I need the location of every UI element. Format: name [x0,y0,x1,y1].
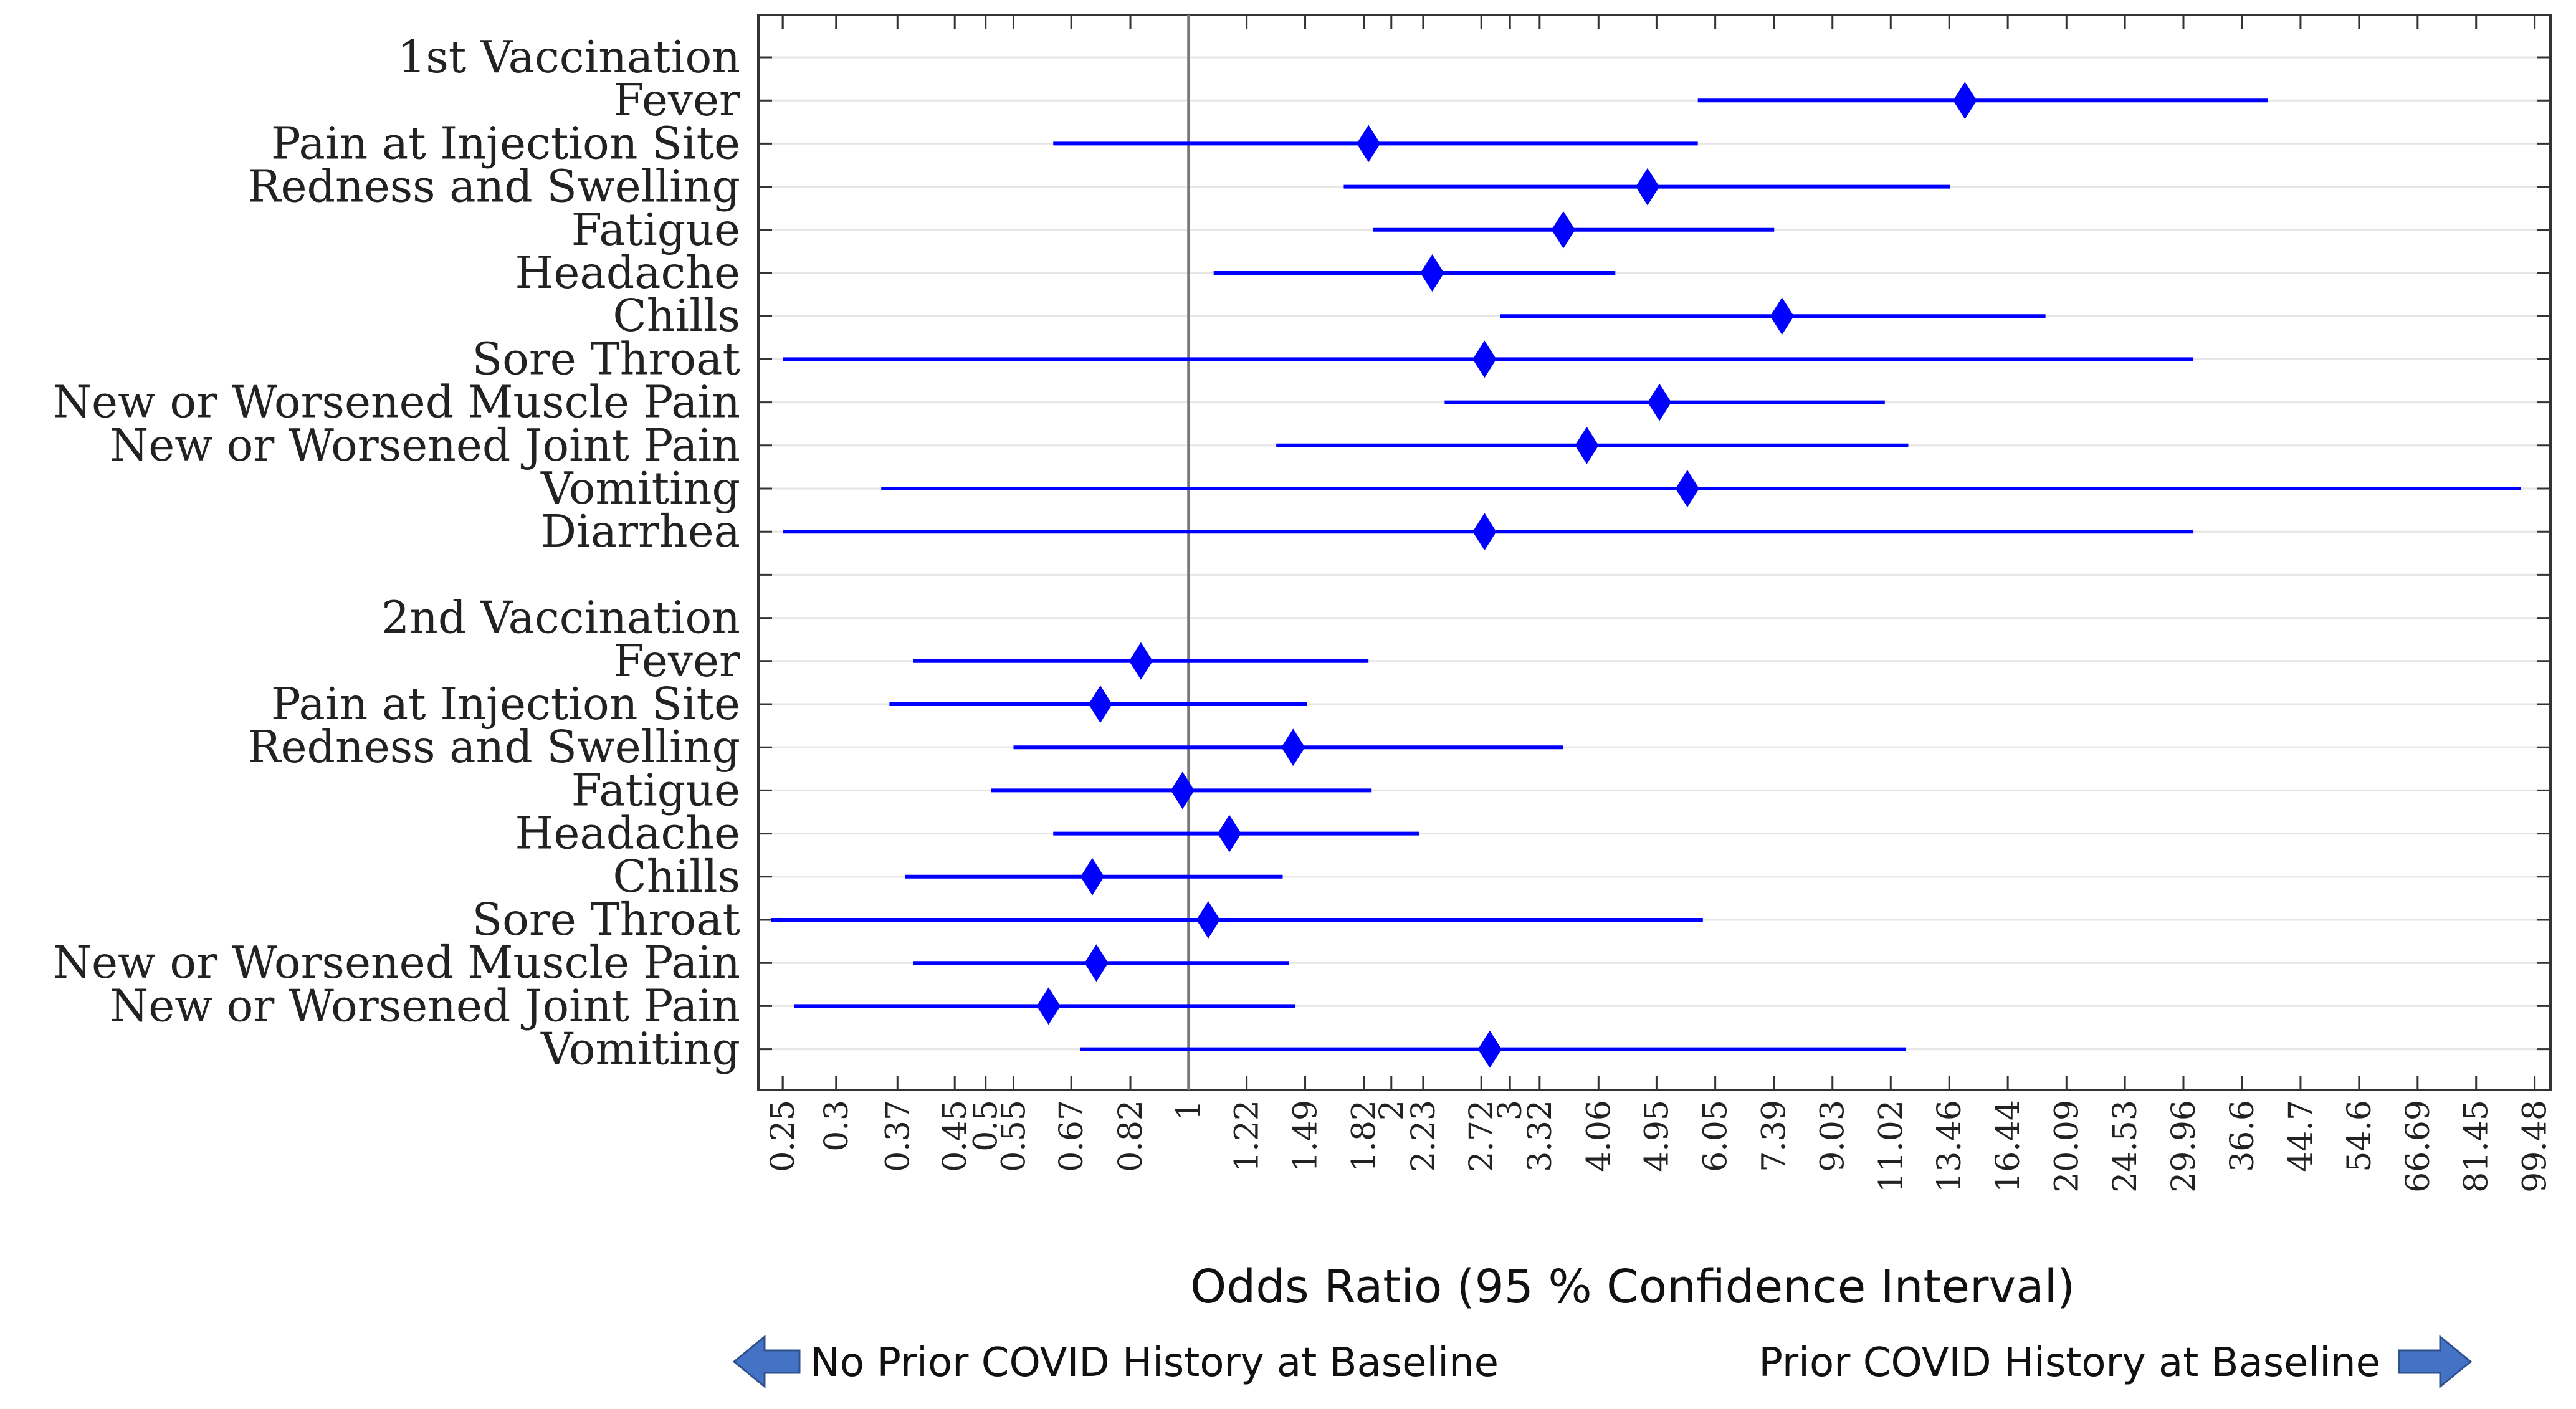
x-tick-label: 0.3 [818,1100,856,1152]
category-label: Fever [614,74,741,126]
odds-ratio-marker [1953,82,1977,120]
section-header-label: 2nd Vaccination [381,592,740,644]
x-tick-label: 1.82 [1345,1100,1383,1172]
category-label: Vomiting [540,462,740,514]
x-tick-label: 0.5 [968,1100,1005,1152]
x-tick-label: 2.72 [1463,1100,1500,1172]
category-label: New or Worsened Muscle Pain [53,937,740,988]
odds-ratio-marker [1196,901,1221,939]
x-tick-label: 81.45 [2458,1100,2496,1193]
odds-ratio-marker [1635,168,1659,206]
category-label: Diarrhea [541,505,740,557]
x-tick-label: 11.02 [1872,1100,1910,1193]
category-label: Fatigue [571,204,740,256]
plot-frame [757,14,2552,1091]
x-tick-label: 3.32 [1522,1100,1559,1172]
category-label: New or Worsened Muscle Pain [53,376,740,428]
category-label: Sore Throat [472,333,740,384]
x-tick-label: 1.49 [1287,1100,1325,1172]
x-tick-label: 29.96 [2165,1100,2203,1193]
category-label: Pain at Injection Site [271,117,740,169]
x-tick-label: 1.22 [1229,1100,1266,1172]
category-label: Redness and Swelling [247,721,740,773]
odds-ratio-marker [1088,685,1112,723]
x-tick-label: 4.95 [1638,1100,1676,1172]
x-tick-label: 0.55 [995,1100,1033,1172]
odds-ratio-marker [1575,426,1599,464]
x-tick-label: 2.23 [1405,1100,1443,1172]
category-label: Chills [613,851,740,902]
x-tick-label: 2 [1373,1100,1411,1120]
odds-ratio-marker [1281,728,1305,767]
x-tick-label: 4.06 [1580,1100,1618,1172]
left-arrow-label: No Prior COVID History at Baseline [810,1340,1499,1386]
x-tick-label: 36.6 [2224,1100,2261,1172]
odds-ratio-marker [1080,857,1104,896]
odds-ratio-marker [1036,987,1061,1025]
x-tick-label: 20.09 [2048,1100,2086,1193]
odds-ratio-marker [1472,513,1497,551]
odds-ratio-marker [1217,814,1241,853]
x-tick-label: 0.67 [1053,1100,1090,1172]
category-label: New or Worsened Joint Pain [110,980,740,1031]
x-tick-label: 0.82 [1112,1100,1150,1172]
category-label: Fatigue [571,764,740,816]
x-tick-label: 66.69 [2400,1100,2437,1193]
odds-ratio-marker [1357,125,1381,163]
category-label: Headache [515,808,740,859]
right-arrow-label: Prior COVID History at Baseline [1758,1340,2380,1386]
odds-ratio-marker [1551,211,1575,249]
x-tick-label: 54.6 [2341,1100,2378,1172]
x-tick-labels: 0.250.25 0.3 0.37 0.450.50.55 0.67 0.82 1 1.22 1… [765,1100,2554,1193]
x-tick-label: 3 [1492,1100,1529,1120]
category-label: Redness and Swelling [247,161,740,213]
axis-ticks [758,15,2550,1090]
odds-ratio-marker [1170,771,1195,810]
x-tick-label: 6.05 [1697,1100,1735,1172]
category-label: Headache [515,247,740,299]
category-label: Fever [614,635,741,687]
gridlines [758,56,2550,1051]
odds-ratio-marker [1472,340,1497,378]
x-tick-label: 0.37 [879,1100,917,1172]
x-tick-label: 99.48 [2517,1100,2554,1193]
x-tick-label: 24.53 [2107,1100,2144,1193]
category-label: Pain at Injection Site [271,678,740,730]
category-label: Vomiting [540,1023,740,1075]
x-axis-title: Odds Ratio (95 % Confidence Interval) [1190,1260,2075,1314]
right-arrow-icon [2398,1334,2473,1389]
section-header-label: 1st Vaccination [398,31,740,83]
x-tick-label: 0.45 [937,1100,974,1172]
x-tick-label: 44.7 [2283,1100,2320,1172]
odds-ratio-marker [1420,254,1444,292]
left-arrow-icon [732,1334,801,1389]
point-estimates [1036,82,1977,1068]
odds-ratio-marker [1648,383,1672,421]
odds-ratio-marker [1477,1030,1502,1068]
category-label: Sore Throat [472,894,740,945]
x-tick-label: 13.46 [1931,1100,1968,1193]
x-tick-label: 0.25 [765,1100,802,1172]
x-tick-label: 9.03 [1815,1100,1852,1172]
category-label: New or Worsened Joint Pain [110,419,740,471]
x-tick-label: 1 [1170,1100,1208,1120]
x-tick-label: 16.44 [1990,1100,2027,1193]
x-tick-label: 7.39 [1756,1100,1793,1172]
odds-ratio-marker [1770,297,1794,335]
x-tick-label: 0.25 [765,1100,802,1172]
category-label: Chills [613,290,740,342]
odds-ratio-marker [1675,470,1699,507]
odds-ratio-marker [1128,642,1153,680]
odds-ratio-marker [1084,944,1109,982]
